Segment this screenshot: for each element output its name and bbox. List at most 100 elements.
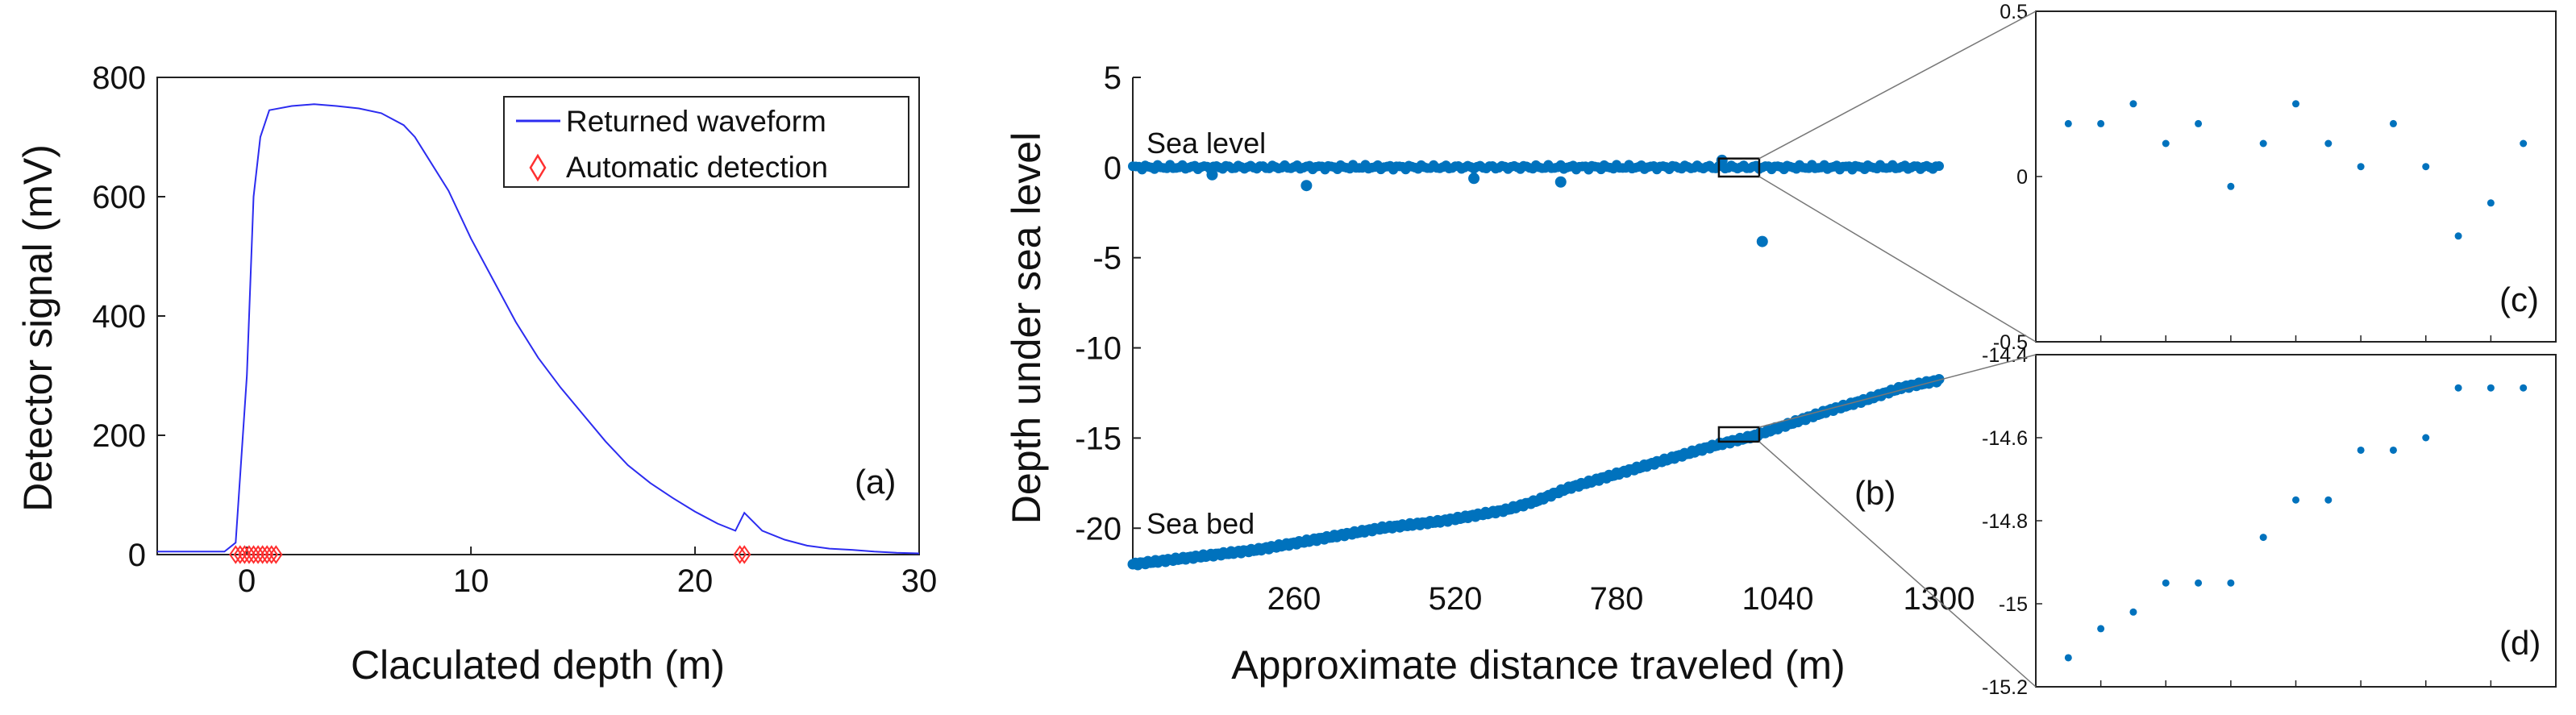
d-plot-area [2035, 354, 2557, 688]
d-data-point [2259, 534, 2267, 542]
a-legend-entry-waveform: Returned waveform [566, 105, 826, 138]
d-data-point [2129, 608, 2137, 616]
a-legend: Returned waveform Automatic detection [503, 96, 909, 188]
d-y-tick-label: -15 [1999, 593, 2028, 616]
c-y-tick-label: 0.5 [2000, 1, 2028, 23]
d-axes-frame [2035, 354, 2557, 688]
b-sea-level-outlier-point [1756, 235, 1768, 247]
a-legend-diamond-swatch [529, 153, 547, 182]
b-inset-box [1717, 157, 1761, 178]
c-data-point [2097, 119, 2105, 127]
c-data-point [2064, 119, 2072, 127]
d-data-point [2357, 446, 2365, 454]
a-y-tick-label: 200 [92, 418, 146, 454]
a-x-tick-label: 10 [453, 563, 489, 599]
b-annotation-sea-bed: Sea bed [1147, 507, 1255, 540]
b-x-tick-label: 1300 [1904, 581, 1975, 617]
b-y-tick-label: 0 [1104, 151, 1122, 186]
d-y-tick-label: -14.6 [1982, 427, 2028, 450]
a-detection-marker [242, 545, 256, 564]
a-y-tick-label: 600 [92, 180, 146, 215]
b-sea-level-outlier-point [1206, 168, 1218, 181]
c-data-point [2454, 232, 2462, 240]
a-detection-marker [269, 545, 283, 564]
b-y-tick-label: -5 [1092, 241, 1122, 276]
d-data-point [2487, 384, 2495, 392]
a-detection-marker [233, 545, 248, 564]
a-detection-marker [733, 545, 747, 564]
c-y-tick-label: 0 [2016, 166, 2028, 189]
panel-a-waveform: 0 10 20 30 0 200 400 600 800 Claculated depth (m… [15, 60, 937, 688]
a-y-tick-label: 400 [92, 299, 146, 335]
c-data-point [2292, 100, 2299, 108]
d-tick-labels: -14.4-14.6-14.8-15-15.2 [1982, 344, 2028, 699]
a-legend-box [503, 96, 909, 188]
d-data-point [2064, 654, 2072, 662]
a-detection-marker [229, 545, 243, 564]
b-y-tick-label: 5 [1104, 60, 1122, 96]
b-sea-level-outlier-point [1554, 176, 1567, 188]
b-x-tick-label: 260 [1267, 581, 1321, 617]
a-detection-marker [238, 545, 252, 564]
c-data-point [2487, 199, 2495, 207]
c-y-tick-label: -0.5 [1993, 331, 2028, 354]
d-panel-label: (d) [2499, 624, 2541, 662]
a-x-tick-label: 30 [901, 563, 938, 599]
b-inset-box [1717, 426, 1761, 443]
c-data-point [2162, 139, 2170, 148]
b-y-tick-label: -10 [1075, 331, 1122, 367]
d-data-point [2227, 579, 2235, 587]
b-panel-label: (b) [1854, 474, 1896, 512]
a-plot-area [156, 77, 920, 564]
b-annotation-sea-level: Sea level [1147, 127, 1266, 160]
a-x-tick-label: 0 [238, 563, 256, 599]
c-data-point [2389, 119, 2397, 127]
a-detection-marker [251, 545, 265, 564]
c-tick-labels: 0.5 0 -0.5 [1993, 1, 2028, 354]
a-x-axis-title: Claculated depth (m) [351, 642, 725, 688]
d-data-point [2097, 625, 2105, 633]
zoom-connector-line [1758, 441, 2037, 688]
a-detection-marker [260, 545, 274, 564]
c-data-point [2324, 139, 2333, 148]
panel-b-depth-profile: 260 520 780 1040 1300 5 0 -5 -10 -15 -20 Approxima… [1004, 60, 1975, 688]
panel-d-sea-bed-inset: -14.4-14.6-14.8-15-15.2 (d) [1982, 344, 2557, 699]
a-detection-marker [256, 545, 269, 564]
b-y-tick-label: -15 [1075, 421, 1122, 456]
d-data-point [2324, 496, 2333, 504]
d-y-tick-label: -15.2 [1982, 676, 2028, 699]
a-x-tick-label: 20 [677, 563, 714, 599]
b-y-axis-title: Depth under sea level [1004, 132, 1049, 524]
b-x-tick-label: 780 [1590, 581, 1644, 617]
b-sea-level-outlier-point [1300, 180, 1313, 192]
a-y-axis-title: Detector signal (mV) [15, 144, 60, 512]
zoom-connector-lines [1758, 10, 2037, 688]
b-sea-level-point [1934, 160, 1944, 171]
d-data-point [2422, 434, 2430, 442]
d-data-point [2389, 446, 2397, 454]
c-data-point [2259, 139, 2267, 148]
c-data-point [2227, 182, 2235, 190]
a-detection-marker [737, 545, 751, 564]
a-y-tick-label: 0 [128, 538, 146, 573]
panel-c-sea-level-inset: 0.5 0 -0.5 (c) [1993, 1, 2557, 354]
zoom-connector-line [1758, 176, 2037, 343]
b-x-tick-label: 520 [1429, 581, 1483, 617]
b-sea-bed-point [1933, 373, 1945, 385]
c-panel-label: (c) [2499, 281, 2539, 318]
c-data-point [2357, 163, 2365, 171]
c-plot-area [2035, 10, 2557, 343]
c-axes-frame [2035, 10, 2557, 343]
zoom-connector-line [1758, 354, 2037, 428]
b-plot-area [1127, 77, 1945, 571]
b-tick-labels: 260 520 780 1040 1300 5 0 -5 -10 -15 -20 [1075, 60, 1975, 617]
a-legend-entry-detection: Automatic detection [566, 151, 828, 184]
d-y-tick-label: -14.8 [1982, 510, 2028, 533]
d-data-point [2454, 384, 2462, 392]
zoom-connector-line [1758, 10, 2037, 160]
b-y-tick-label: -20 [1075, 511, 1122, 547]
d-data-point [2520, 384, 2528, 392]
c-data-point [2422, 163, 2430, 171]
c-data-point [2520, 139, 2528, 148]
a-waveform-line [157, 103, 920, 555]
